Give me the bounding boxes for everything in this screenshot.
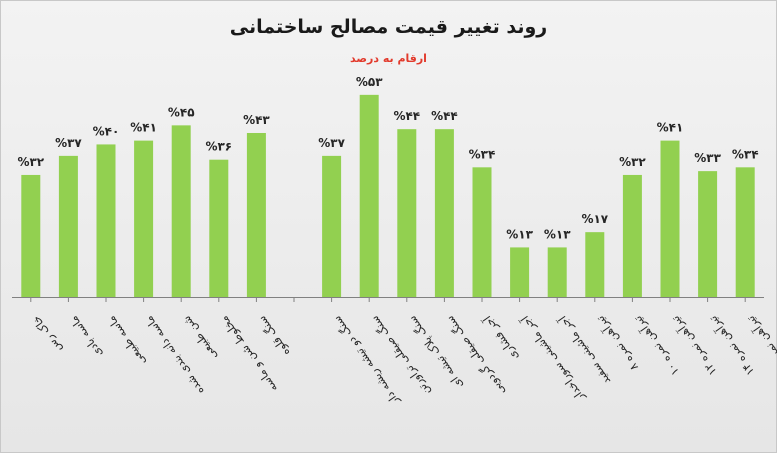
bar — [134, 140, 154, 297]
data-label: %۳۴ — [732, 147, 759, 161]
data-label: %۴۴ — [393, 109, 420, 123]
chart-title: روند تغییر قیمت مصالح ساختمانی — [229, 16, 548, 38]
bar — [735, 167, 755, 297]
bar — [322, 155, 342, 297]
bar — [246, 132, 266, 297]
chart-subtitle: ارقام به درصد — [350, 52, 427, 65]
data-label: %۳۳ — [694, 151, 721, 165]
bar — [698, 171, 718, 297]
data-label: %۴۰ — [93, 124, 120, 138]
data-label: %۴۵ — [168, 105, 195, 119]
data-label: %۳۷ — [318, 136, 345, 150]
bar — [96, 144, 116, 297]
bar — [547, 247, 567, 297]
x-tick-label: آجر فشاری — [479, 313, 521, 364]
data-label: %۴۳ — [243, 113, 270, 127]
data-label: %۳۷ — [55, 136, 82, 150]
bar — [209, 159, 229, 297]
data-label: %۱۷ — [581, 212, 608, 226]
bar — [434, 129, 454, 297]
data-label: %۱۳ — [544, 227, 571, 241]
x-tick-label: ماسه بادی — [67, 313, 105, 360]
bar — [171, 125, 191, 297]
data-label: %۴۱ — [657, 121, 684, 135]
bar — [660, 140, 680, 297]
x-tick-label: شن طبیعی — [180, 313, 220, 362]
data-label: %۳۲ — [17, 155, 44, 169]
x-tick-label: سنگ قلوه — [255, 313, 292, 358]
data-label: %۵۳ — [356, 75, 383, 89]
bar — [58, 155, 78, 297]
bar — [397, 129, 417, 297]
bar — [21, 174, 41, 297]
x-tick-label: سنگ دو تیشه ریشه دار — [330, 313, 402, 408]
bar — [622, 174, 642, 297]
data-label: %۳۴ — [469, 147, 496, 161]
data-label: %۳۲ — [619, 155, 646, 169]
x-tick-label: خاک رس — [30, 313, 65, 355]
data-label: %۴۴ — [431, 109, 458, 123]
bar — [585, 232, 605, 297]
data-label: %۳۶ — [205, 140, 232, 154]
bar — [472, 167, 492, 297]
data-label: %۴۱ — [130, 121, 157, 135]
x-tick-label: آجر ماشینی سوراخدار — [517, 313, 588, 406]
bar — [510, 247, 530, 297]
data-label: %۱۳ — [506, 227, 533, 241]
bar — [359, 94, 379, 297]
